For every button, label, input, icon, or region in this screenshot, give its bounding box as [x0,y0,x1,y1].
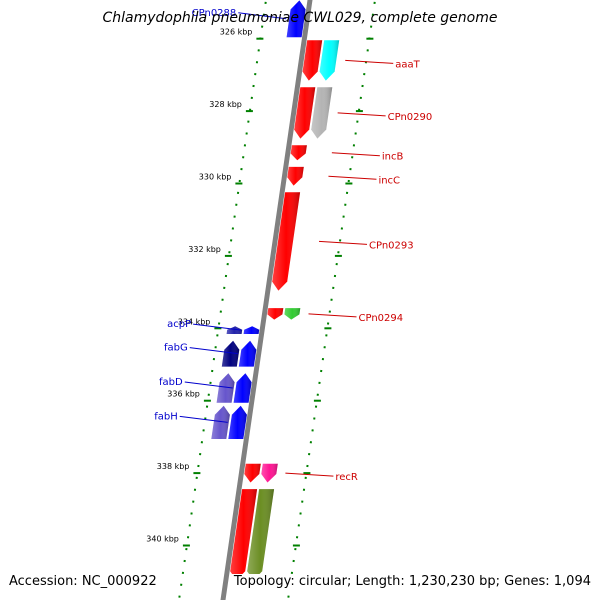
gene-feature-row2-shading [216,373,235,403]
gene-label-acpp[interactable]: acpP [167,319,191,330]
leader-line [189,347,238,355]
genome-summary-text: Topology: circular; Length: 1,230,230 bp… [231,574,593,589]
tick-label: 328 kbp [209,100,242,109]
gene-label-recr[interactable]: recR [335,472,358,483]
leader-line [184,381,233,389]
gene-recr-shading [244,463,261,483]
inner-ruler-dotted-line [177,0,268,600]
tick-label: 338 kbp [157,462,190,471]
gene-feature-row2-shading [311,87,333,139]
gene-label-incc[interactable]: incC [378,175,400,186]
gene-feature-row2-shading [247,489,275,581]
gene-cpn0294-shading [267,308,284,320]
leader-line [328,175,377,180]
gene-label-fabd[interactable]: fabD [159,377,183,388]
tick-label: 336 kbp [167,390,200,399]
gene-label-aaat[interactable]: aaaT [395,59,420,70]
gene-acpp-shading [243,326,260,334]
gene-label-cpn0293[interactable]: CPn0293 [369,240,414,251]
tick-label: 326 kbp [220,28,253,37]
gene-label-cpn0290[interactable]: CPn0290 [388,112,433,123]
tick-label: 340 kbp [146,535,179,544]
gene-label-fabh[interactable]: fabH [154,411,178,422]
gene-fabg-shading [238,340,257,367]
gene-feature-row2-shading [284,308,301,320]
gene-fabh-shading [228,405,247,439]
gene-label-cpn0294[interactable]: CPn0294 [358,313,403,324]
leader-line [238,12,287,20]
map-title: Chlamydophila pneumoniae CWL029, complet… [102,10,498,26]
leader-line [308,313,357,318]
outer-ruler-dotted-line [286,0,377,600]
leader-line [318,240,368,245]
gene-aaat-shading [302,40,323,81]
gene-label-cpn0288[interactable]: CPn0288 [192,8,237,19]
genome-backbone [220,0,313,600]
gene-feature-row2-shading [226,326,243,334]
gene-cpn0293-shading [272,192,301,291]
gene-incb-shading [290,145,307,161]
gene-features [211,0,340,581]
leader-line [179,415,228,423]
tick-marks: 326 kbp 328 kbp 330 kbp 332 kbp 334 kbp 336 k… [146,28,374,547]
leader-line [331,152,380,157]
gene-feature-row2-shading [261,463,278,483]
tick-label: 332 kbp [188,245,221,254]
tick-label: 330 kbp [199,173,232,182]
gene-labels: CPn0288 aaaT CPn0290 incB incC CPn0293 CPn0294… [154,8,432,483]
gene-label-fabg[interactable]: fabG [164,343,188,354]
gene-fabd-shading [233,373,252,403]
gene-feature-shading [230,489,258,581]
gene-feature-row2-shading [211,405,230,439]
tick-label: 334 kbp [178,317,211,326]
leader-line [285,472,334,477]
leader-line [345,59,394,64]
gene-feature-row2-shading [221,340,240,367]
gene-cpn0290-shading [294,87,316,139]
gene-incc-shading [287,166,304,186]
gene-label-incb[interactable]: incB [382,152,404,163]
gene-cpn0288-shading [286,0,306,38]
leader-line [337,112,386,117]
leader-line [193,323,242,331]
gene-feature-row2-shading [319,40,340,81]
accession-text: Accession: NC_000922 [7,574,159,589]
